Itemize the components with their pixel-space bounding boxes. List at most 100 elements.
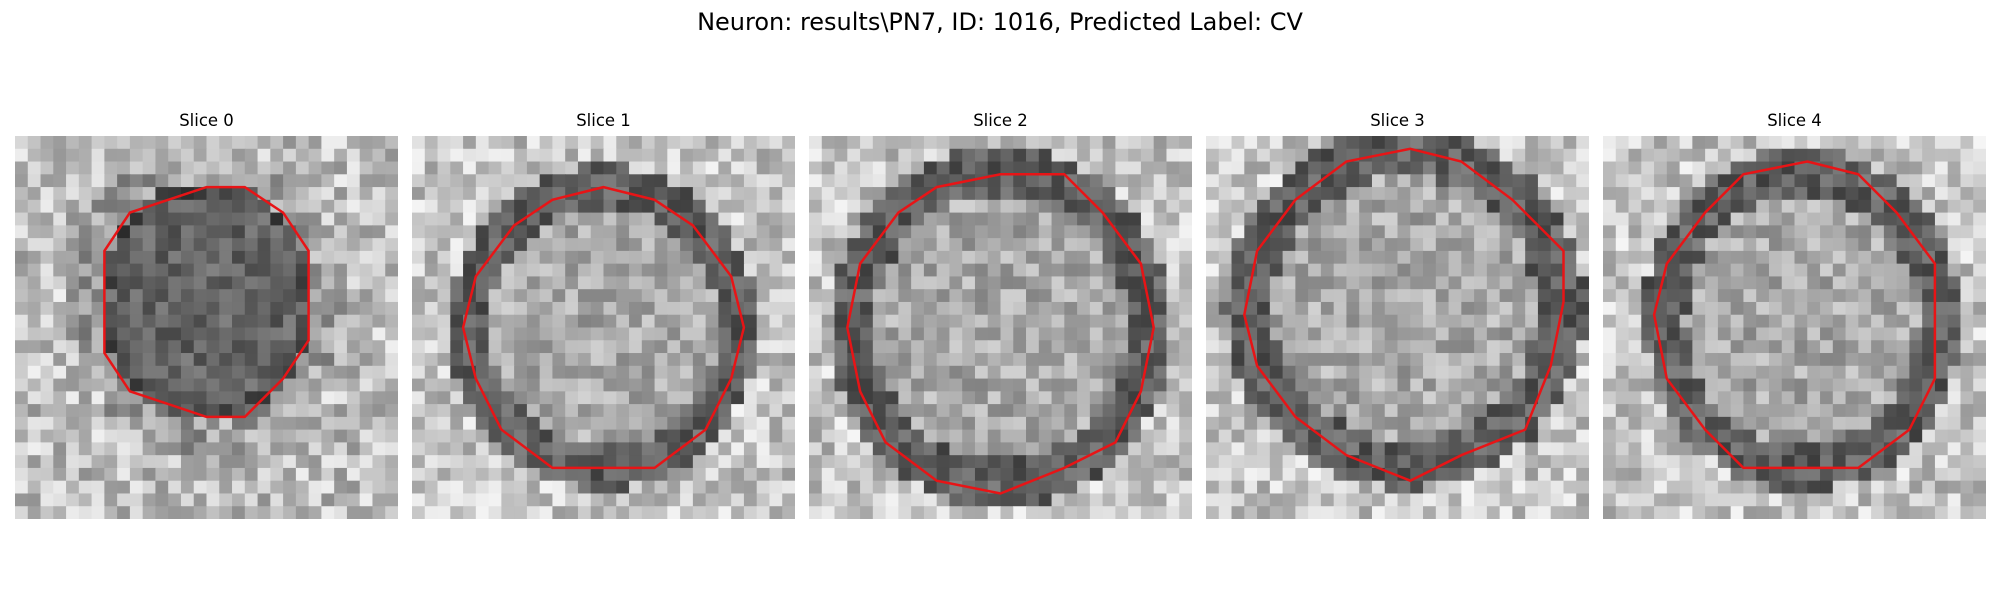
pixel	[1244, 136, 1258, 150]
pixel	[1320, 136, 1335, 150]
pixel	[539, 340, 554, 354]
pixel	[1947, 493, 1962, 507]
pixel	[1858, 340, 1872, 354]
pixel	[860, 467, 874, 482]
pixel	[974, 314, 989, 329]
pixel	[718, 365, 732, 380]
pixel	[1512, 378, 1526, 392]
pixel	[1679, 187, 1693, 201]
pixel	[705, 148, 719, 163]
pixel	[1295, 429, 1309, 443]
pixel	[1102, 225, 1116, 239]
pixel	[1410, 276, 1424, 290]
pixel	[629, 353, 643, 367]
pixel	[1743, 391, 1757, 405]
pixel	[1397, 378, 1411, 392]
pixel	[1781, 493, 1796, 507]
pixel	[1807, 455, 1821, 469]
pixel	[206, 480, 220, 495]
pixel	[346, 327, 361, 341]
pixel	[1743, 199, 1757, 214]
pixel	[1845, 391, 1859, 405]
pixel	[526, 301, 541, 316]
pixel	[1295, 493, 1309, 507]
pixel	[424, 174, 439, 188]
pixel	[692, 212, 707, 226]
pixel	[769, 467, 783, 482]
pixel	[1563, 429, 1577, 443]
pixel	[590, 480, 605, 495]
pixel	[1077, 263, 1091, 278]
pixel	[680, 353, 694, 367]
pixel	[1512, 301, 1526, 316]
pixel	[860, 340, 874, 354]
pixel	[552, 238, 566, 252]
pixel	[1576, 225, 1589, 239]
pixel	[782, 365, 795, 380]
pixel	[552, 480, 566, 495]
pixel	[334, 225, 348, 239]
pixel	[359, 353, 374, 367]
pixel	[437, 429, 451, 443]
pixel	[603, 365, 617, 380]
pixel	[1717, 455, 1732, 469]
pixel	[219, 187, 233, 201]
pixel	[1960, 250, 1974, 265]
pixel	[270, 263, 284, 278]
pixel	[1115, 314, 1129, 329]
pixel	[270, 225, 284, 239]
pixel	[911, 212, 925, 226]
pixel	[911, 238, 925, 252]
pixel	[359, 199, 374, 214]
pixel	[142, 378, 157, 392]
pixel	[552, 340, 566, 354]
pixel	[1282, 442, 1296, 456]
pixel	[78, 378, 93, 392]
pixel	[1038, 174, 1053, 188]
pixel	[1128, 327, 1142, 341]
pixel	[1947, 340, 1962, 354]
pixel	[308, 365, 322, 380]
pixel	[847, 493, 861, 507]
pixel	[232, 161, 246, 175]
pixel	[78, 353, 93, 367]
pixel	[1576, 276, 1589, 290]
pixel	[450, 276, 464, 290]
pixel	[488, 199, 502, 214]
pixel	[1166, 493, 1180, 507]
pixel	[1641, 301, 1655, 316]
pixel	[1077, 148, 1091, 163]
pixel	[501, 174, 515, 188]
pixel	[1845, 136, 1859, 150]
pixel	[1295, 378, 1309, 392]
pixel	[821, 301, 836, 316]
pixel	[1295, 404, 1309, 418]
pixel	[1166, 136, 1180, 150]
pixel	[1474, 250, 1488, 265]
pixel	[1371, 212, 1386, 226]
pixel	[1423, 250, 1437, 265]
pixel	[654, 314, 668, 329]
pixel	[1896, 289, 1910, 303]
pixel	[769, 340, 783, 354]
pixel	[603, 480, 617, 495]
pixel	[1537, 429, 1552, 443]
pixel	[1474, 467, 1488, 482]
pixel	[1679, 353, 1693, 367]
pixel	[949, 301, 963, 316]
pixel	[1064, 212, 1078, 226]
pixel	[40, 327, 54, 341]
pixel	[1346, 493, 1360, 507]
pixel	[78, 187, 93, 201]
pixel	[1077, 378, 1091, 392]
pixel	[1179, 353, 1192, 367]
pixel	[117, 148, 131, 163]
pixel	[1077, 506, 1091, 519]
pixel	[142, 148, 157, 163]
pixel	[1423, 314, 1437, 329]
pixel	[911, 365, 925, 380]
pixel	[488, 327, 502, 341]
pixel	[1051, 493, 1065, 507]
pixel	[1717, 276, 1732, 290]
pixel	[974, 455, 989, 469]
